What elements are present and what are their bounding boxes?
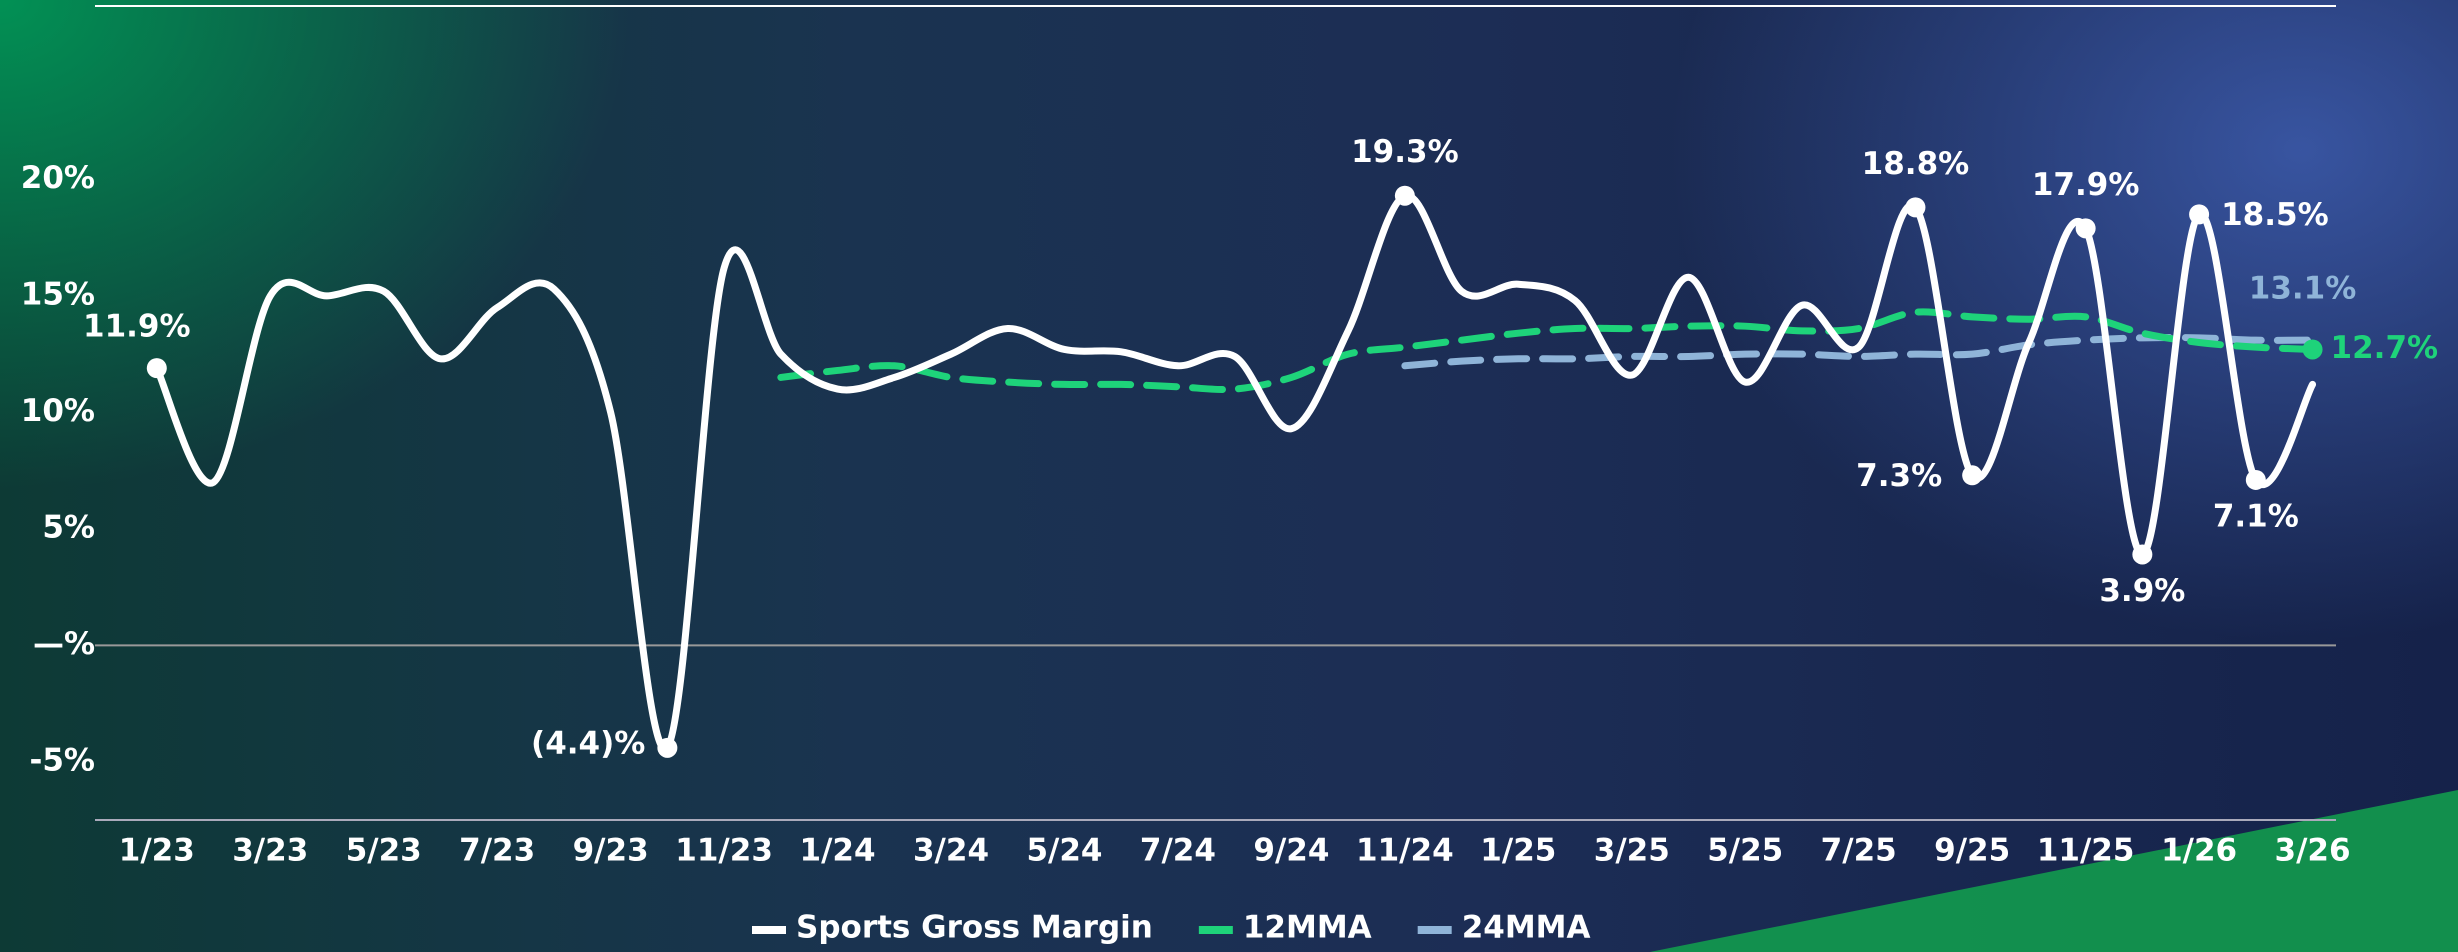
y-tick-label: 20%	[21, 160, 95, 196]
data-label: 17.9%	[2032, 167, 2140, 203]
point-marker	[2302, 339, 2323, 360]
legend-label: 24MMA	[1462, 910, 1591, 946]
data-label: 19.3%	[1351, 134, 1459, 170]
y-tick-label: 5%	[42, 509, 95, 545]
x-tick-label: 11/24	[1356, 833, 1454, 869]
point-marker	[1962, 465, 1983, 486]
point-marker	[2189, 204, 2210, 225]
y-tick-label: 15%	[21, 276, 95, 312]
y-tick-label: 10%	[21, 393, 95, 429]
point-marker	[2132, 544, 2153, 565]
data-label: 7.3%	[1856, 458, 1942, 494]
x-tick-label: 5/25	[1707, 833, 1783, 869]
data-label: 11.9%	[83, 309, 191, 345]
series-line	[777, 308, 2317, 393]
data-label: 3.9%	[2099, 573, 2185, 609]
x-tick-label: 9/23	[573, 833, 649, 869]
x-tick-label: 9/25	[1934, 833, 2010, 869]
x-tick-label: 9/24	[1253, 833, 1329, 869]
decor-stripe	[1650, 790, 2458, 952]
x-tick-label: 3/25	[1594, 833, 1670, 869]
point-marker	[2075, 218, 2096, 239]
x-tick-label: 5/24	[1026, 833, 1102, 869]
point-marker	[1905, 197, 1926, 218]
x-tick-label: 5/23	[346, 833, 422, 869]
y-tick-label: —%	[33, 626, 95, 662]
x-tick-label: 1/23	[119, 833, 195, 869]
data-label: (4.4)%	[531, 725, 645, 761]
data-label: 12.7%	[2331, 330, 2439, 366]
legend-label: 12MMA	[1243, 910, 1372, 946]
x-tick-label: 11/25	[2037, 833, 2135, 869]
x-tick-label: 7/23	[459, 833, 535, 869]
series-line	[153, 192, 2317, 753]
data-label: 13.1%	[2249, 271, 2357, 307]
y-tick-label: -5%	[30, 742, 96, 778]
x-tick-label: 1/24	[800, 833, 876, 869]
x-tick-label: 3/24	[913, 833, 989, 869]
point-marker	[657, 737, 678, 758]
legend-label: Sports Gross Margin	[796, 910, 1153, 946]
point-marker	[146, 358, 167, 379]
x-tick-label: 1/25	[1480, 833, 1556, 869]
x-tick-label: 7/25	[1821, 833, 1897, 869]
x-tick-label: 11/23	[675, 833, 773, 869]
data-label: 18.8%	[1862, 146, 1970, 182]
x-tick-label: 1/26	[2161, 833, 2237, 869]
x-tick-label: 3/23	[232, 833, 308, 869]
data-label: 7.1%	[2213, 498, 2299, 534]
point-marker	[2245, 469, 2266, 490]
point-marker	[1394, 185, 1415, 206]
x-tick-label: 3/26	[2275, 833, 2351, 869]
x-tick-label: 7/24	[1140, 833, 1216, 869]
data-label: 18.5%	[2221, 197, 2329, 233]
